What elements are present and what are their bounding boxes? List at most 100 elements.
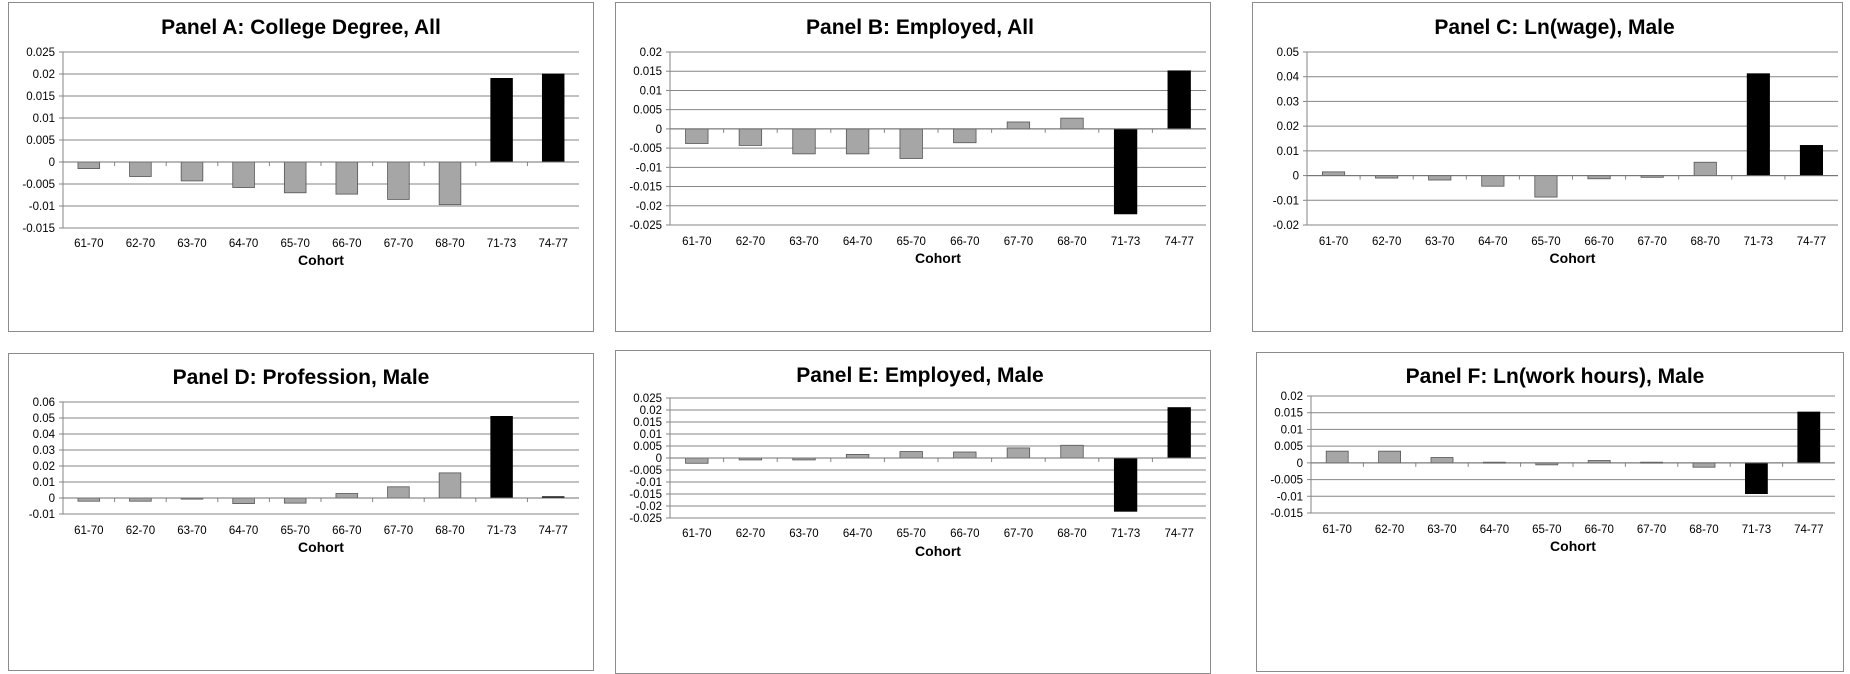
y-tick-label: -0.005 xyxy=(22,179,55,191)
x-axis-label: Cohort xyxy=(915,543,961,559)
x-tick-label: 64-70 xyxy=(843,236,872,248)
y-tick-label: -0.015 xyxy=(629,182,662,194)
x-tick-label: 71-73 xyxy=(487,525,516,537)
bar-66-70 xyxy=(953,128,977,144)
bar-74-77 xyxy=(1167,70,1191,130)
x-tick-label: 65-70 xyxy=(896,528,925,540)
x-tick-label: 67-70 xyxy=(384,525,413,537)
bar-64-70 xyxy=(845,454,870,459)
y-tick-label: 0 xyxy=(656,453,662,465)
x-tick-label: 68-70 xyxy=(1057,528,1086,540)
x-tick-label: 65-70 xyxy=(280,238,309,250)
y-tick-label: 0 xyxy=(1293,171,1299,183)
bar-64-70 xyxy=(232,161,255,188)
bar-71-73 xyxy=(1113,128,1138,215)
bar-66-70 xyxy=(335,161,359,195)
x-tick-label: 65-70 xyxy=(280,525,309,537)
y-tick-label: 0 xyxy=(656,124,662,136)
bar-67-70 xyxy=(1006,121,1031,130)
x-axis-label: Cohort xyxy=(1550,250,1596,266)
y-tick-label: 0.025 xyxy=(26,47,55,59)
y-tick-label: 0.015 xyxy=(26,91,55,103)
bar-61-70 xyxy=(1321,171,1346,176)
bar-67-70 xyxy=(387,161,410,200)
x-tick-label: 68-70 xyxy=(1691,236,1720,248)
bar-63-70 xyxy=(1430,457,1454,464)
x-tick-label: 62-70 xyxy=(736,236,765,248)
x-tick-label: 66-70 xyxy=(950,528,979,540)
bar-64-70 xyxy=(232,497,255,504)
x-tick-label: 61-70 xyxy=(74,238,103,250)
x-tick-label: 61-70 xyxy=(74,525,103,537)
x-tick-label: 66-70 xyxy=(1584,524,1613,536)
y-tick-label: 0.005 xyxy=(26,135,55,147)
x-tick-label: 62-70 xyxy=(1375,524,1404,536)
bar-63-70 xyxy=(792,128,816,155)
chart-title: Panel D: Profession, Male xyxy=(173,366,430,389)
x-axis-label: Cohort xyxy=(298,252,344,268)
chart-title: Panel C: Ln(wage), Male xyxy=(1434,16,1674,39)
bar-66-70 xyxy=(953,451,977,459)
x-tick-label: 71-73 xyxy=(1111,528,1140,540)
chart-svg: Panel D: Profession, Male 0.06 0.05 0.04 0.0… xyxy=(29,366,579,555)
chart-panel-c: Panel C: Ln(wage), Male 0.05 0.04 0.03 0.02 0… xyxy=(1252,2,1843,332)
y-tick-label: -0.005 xyxy=(629,465,662,477)
x-tick-label: 67-70 xyxy=(1637,524,1666,536)
y-tick-label: 0.02 xyxy=(33,69,55,81)
bar-62-70 xyxy=(129,161,152,177)
chart-panel-e: Panel E: Employed, Male 0.025 0.02 0.015 0.0… xyxy=(615,350,1211,674)
x-tick-label: 71-73 xyxy=(1111,236,1140,248)
chart-title: Panel E: Employed, Male xyxy=(796,364,1043,387)
y-tick-label: 0.03 xyxy=(33,445,55,457)
x-tick-label: 66-70 xyxy=(950,236,979,248)
y-tick-label: 0.02 xyxy=(33,461,55,473)
bar-71-73 xyxy=(490,416,513,499)
y-tick-label: -0.025 xyxy=(629,513,662,525)
chart-panel-d: Panel D: Profession, Male 0.06 0.05 0.04 0.0… xyxy=(8,353,594,671)
y-tick-label: 0.01 xyxy=(1281,424,1303,436)
x-tick-label: 63-70 xyxy=(1425,236,1454,248)
bar-65-70 xyxy=(283,497,307,504)
y-tick-label: 0.01 xyxy=(33,113,55,125)
bar-61-70 xyxy=(685,457,709,464)
x-tick-label: 65-70 xyxy=(896,236,925,248)
x-tick-label: 74-77 xyxy=(1794,524,1823,536)
x-tick-label: 64-70 xyxy=(1478,236,1507,248)
y-tick-label: 0.05 xyxy=(33,413,55,425)
x-tick-label: 64-70 xyxy=(229,525,258,537)
chart-panel-f: Panel F: Ln(work hours), Male 0.02 0.015 0.… xyxy=(1256,352,1844,672)
y-tick-label: -0.025 xyxy=(629,220,662,232)
y-tick-label: -0.02 xyxy=(636,501,662,513)
x-tick-label: 74-77 xyxy=(538,525,567,537)
bar-71-73 xyxy=(490,78,513,163)
y-tick-label: 0.015 xyxy=(1274,408,1303,420)
bar-68-70 xyxy=(438,472,462,499)
x-tick-label: 63-70 xyxy=(789,528,818,540)
bar-74-77 xyxy=(1167,407,1191,459)
y-tick-label: 0.025 xyxy=(633,393,662,405)
y-tick-label: 0.02 xyxy=(1281,391,1303,403)
chart-svg: Panel A: College Degree, All 0.025 0.02 0.0… xyxy=(22,16,579,268)
x-tick-label: 68-70 xyxy=(435,525,464,537)
x-tick-label: 68-70 xyxy=(435,238,464,250)
y-tick-label: 0.04 xyxy=(1277,72,1300,84)
x-tick-label: 63-70 xyxy=(177,238,206,250)
y-tick-label: 0.01 xyxy=(640,85,662,97)
bar-68-70 xyxy=(1060,444,1084,459)
bar-71-73 xyxy=(1744,462,1768,495)
x-tick-label: 64-70 xyxy=(843,528,872,540)
bar-65-70 xyxy=(283,161,307,194)
y-tick-label: 0.015 xyxy=(633,417,662,429)
x-tick-label: 68-70 xyxy=(1057,236,1086,248)
x-tick-label: 71-73 xyxy=(1742,524,1771,536)
x-axis-label: Cohort xyxy=(915,250,961,266)
y-tick-label: 0.02 xyxy=(640,405,662,417)
y-tick-label: 0.03 xyxy=(1277,96,1299,108)
y-tick-label: 0.005 xyxy=(633,441,662,453)
bar-61-70 xyxy=(685,128,709,144)
chart-svg: Panel C: Ln(wage), Male 0.05 0.04 0.03 0.02 0… xyxy=(1273,16,1838,266)
x-tick-label: 61-70 xyxy=(1319,236,1348,248)
x-tick-label: 66-70 xyxy=(1584,236,1613,248)
bar-65-70 xyxy=(1534,175,1558,198)
y-tick-label: 0.04 xyxy=(33,429,56,441)
